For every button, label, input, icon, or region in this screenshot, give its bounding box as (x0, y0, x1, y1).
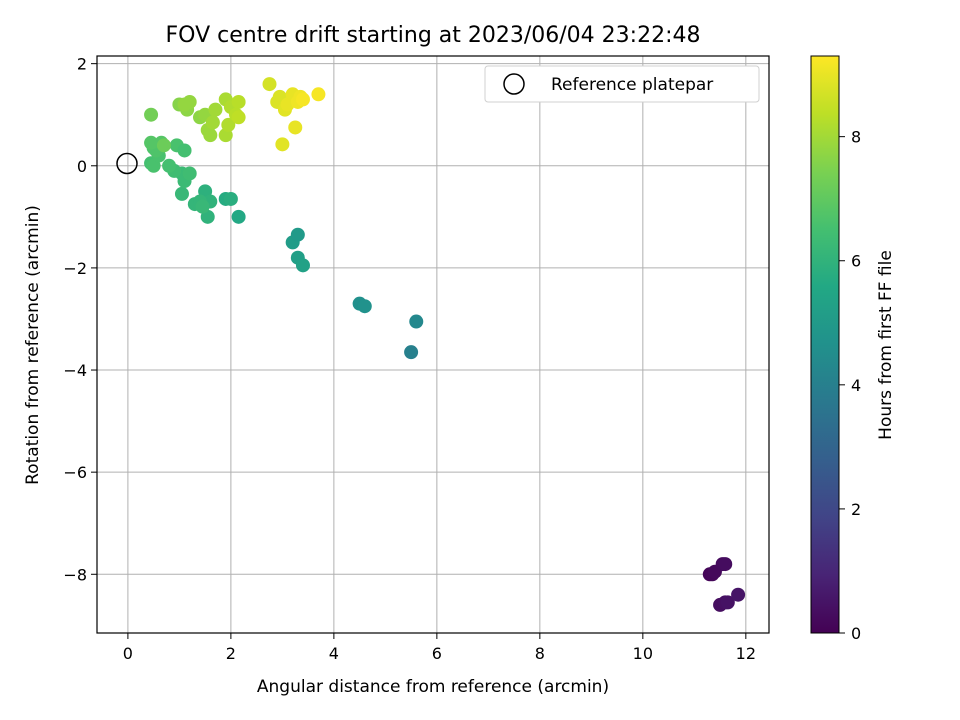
legend-box (484, 65, 760, 103)
colorbar-label: Hours from first FF file (876, 250, 896, 440)
x-axis-label: Angular distance from reference (arcmin) (257, 677, 609, 697)
data-point (731, 587, 746, 602)
data-point (203, 128, 218, 143)
colorbar: 0 2 4 6 8 Hours from first FF file (810, 55, 896, 643)
colorbar-tick-label: 6 (851, 252, 861, 271)
data-point (718, 557, 733, 572)
data-point (182, 94, 197, 109)
data-point (144, 107, 159, 122)
data-point (223, 191, 238, 206)
x-tick-label: 0 (123, 644, 133, 663)
data-point (295, 258, 310, 273)
legend-label: Reference platepar (551, 75, 713, 95)
y-tick-label: −2 (63, 259, 87, 278)
data-point (221, 117, 236, 132)
y-tick-label: −6 (63, 463, 87, 482)
plot-frame (96, 55, 770, 634)
colorbar-tick-label: 2 (851, 500, 861, 519)
data-point (174, 186, 189, 201)
colorbar-tick-label: 8 (851, 128, 861, 147)
data-point (231, 110, 246, 125)
grid (97, 56, 769, 633)
y-axis: −8 −6 −4 −2 0 2 (63, 55, 97, 584)
data-point (208, 102, 223, 117)
legend: Reference platepar (484, 65, 760, 103)
data-point (156, 138, 171, 153)
x-tick-label: 2 (226, 644, 236, 663)
x-tick-label: 10 (633, 644, 653, 663)
y-tick-label: −4 (63, 361, 87, 380)
data-point (275, 137, 290, 152)
x-tick-label: 12 (736, 644, 756, 663)
colorbar-ticks: 0 2 4 6 8 (839, 128, 861, 643)
data-point (295, 92, 310, 107)
data-point (205, 115, 220, 130)
data-point (177, 143, 192, 158)
data-point (231, 209, 246, 224)
x-axis: 0 2 4 6 8 10 12 (123, 633, 756, 663)
data-point (262, 77, 277, 92)
data-point (182, 166, 197, 181)
y-tick-label: 0 (77, 157, 87, 176)
x-tick-label: 8 (535, 644, 545, 663)
data-point (409, 314, 424, 329)
colorbar-tick-label: 0 (851, 624, 861, 643)
data-points (144, 77, 746, 612)
chart-title: FOV centre drift starting at 2023/06/04 … (166, 23, 701, 48)
x-tick-label: 4 (329, 644, 339, 663)
data-point (231, 94, 246, 109)
colorbar-gradient (810, 55, 840, 634)
data-point (288, 120, 303, 135)
data-point (404, 345, 419, 360)
data-point (195, 199, 210, 214)
data-point (720, 595, 735, 610)
y-axis-label: Rotation from reference (arcmin) (23, 205, 43, 485)
data-point (357, 299, 372, 314)
y-tick-label: −8 (63, 565, 87, 584)
data-point (162, 158, 177, 173)
data-point (311, 87, 326, 102)
reference-marker (116, 152, 138, 175)
x-tick-label: 6 (432, 644, 442, 663)
legend-reference-marker (503, 73, 525, 95)
colorbar-tick-label: 4 (851, 376, 861, 395)
data-point (290, 227, 305, 242)
y-tick-label: 2 (77, 55, 87, 74)
data-point (144, 135, 159, 150)
